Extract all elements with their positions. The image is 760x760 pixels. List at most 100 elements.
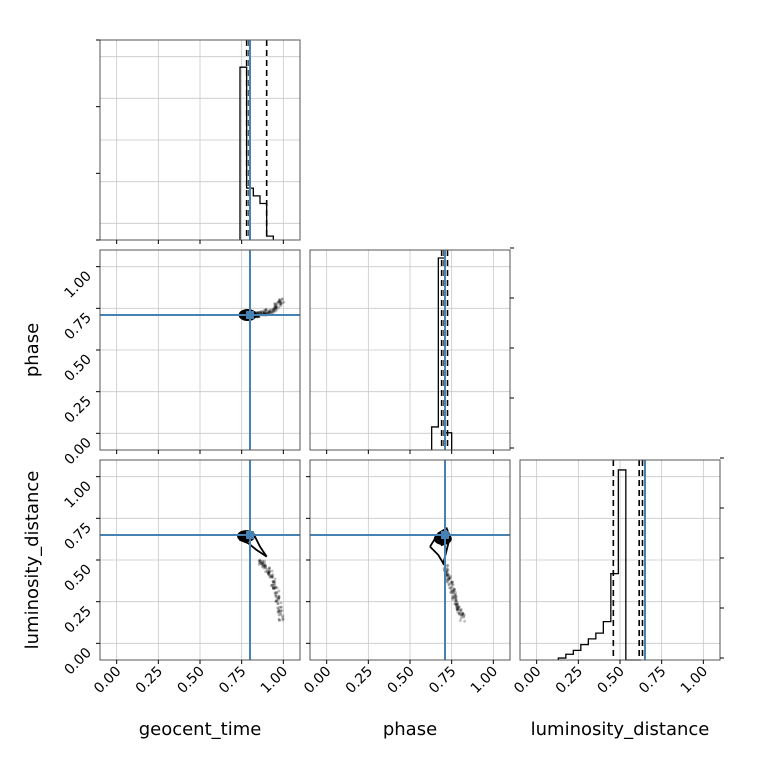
scatter-point bbox=[279, 606, 283, 609]
tick-label-x: 0.50 bbox=[384, 664, 417, 697]
scatter-point bbox=[271, 575, 275, 579]
scatter-point bbox=[267, 571, 271, 575]
scatter-point bbox=[270, 311, 274, 315]
scatter-point bbox=[452, 587, 456, 591]
tick-label-x: 0.25 bbox=[553, 664, 586, 697]
scatter-point bbox=[270, 575, 274, 579]
scatter-point bbox=[258, 560, 262, 564]
scatter-point bbox=[262, 311, 266, 314]
scatter-point bbox=[268, 567, 271, 571]
scatter-point bbox=[268, 310, 272, 313]
scatter-point bbox=[450, 583, 454, 586]
scatter-point bbox=[262, 564, 266, 568]
scatter-point bbox=[258, 561, 261, 565]
scatter-point bbox=[276, 602, 280, 605]
scatter-point bbox=[265, 308, 268, 312]
scatter-point bbox=[279, 302, 282, 306]
tick-label-x: 0.25 bbox=[343, 664, 376, 697]
scatter-point bbox=[456, 608, 460, 611]
scatter-point bbox=[268, 570, 271, 574]
scatter-point bbox=[277, 589, 281, 593]
scatter-point bbox=[273, 586, 277, 590]
scatter-point bbox=[454, 597, 457, 600]
scatter-point bbox=[280, 298, 284, 301]
scatter-point bbox=[273, 592, 277, 595]
tick-label-x: 0.00 bbox=[511, 664, 544, 697]
scatter-point bbox=[277, 596, 281, 600]
scatter-point bbox=[273, 302, 277, 306]
scatter-point bbox=[259, 561, 263, 565]
scatter-point bbox=[280, 609, 284, 612]
scatter-point bbox=[259, 559, 263, 563]
scatter-point bbox=[277, 596, 281, 600]
scatter-point bbox=[445, 569, 449, 572]
y-axis-label-luminosity_distance: luminosity_distance bbox=[22, 471, 43, 650]
scatter-point bbox=[447, 582, 451, 586]
scatter-point bbox=[447, 577, 451, 581]
scatter-point bbox=[261, 310, 265, 314]
scatter-point bbox=[274, 594, 278, 598]
scatter-point bbox=[275, 590, 279, 594]
scatter-point bbox=[273, 577, 277, 581]
scatter-point bbox=[267, 309, 271, 313]
scatter-point bbox=[258, 558, 262, 562]
scatter-point bbox=[273, 307, 277, 311]
scatter-point bbox=[268, 569, 271, 573]
scatter-point bbox=[264, 565, 267, 568]
scatter-point bbox=[259, 311, 263, 315]
scatter-point bbox=[447, 578, 451, 581]
scatter-point bbox=[278, 618, 282, 622]
scatter-point bbox=[269, 309, 273, 313]
scatter-point bbox=[459, 616, 463, 620]
scatter-point bbox=[271, 585, 275, 589]
scatter-point bbox=[268, 573, 272, 577]
scatter-point bbox=[259, 561, 263, 565]
scatter-point bbox=[451, 594, 455, 598]
scatter-point bbox=[271, 580, 275, 583]
scatter-point bbox=[456, 611, 460, 614]
scatter-point bbox=[461, 611, 465, 615]
scatter-point bbox=[458, 611, 461, 615]
scatter-point bbox=[450, 581, 454, 585]
scatter-point bbox=[445, 570, 449, 574]
scatter-point bbox=[274, 585, 278, 589]
scatter-point bbox=[264, 308, 268, 311]
scatter-point bbox=[450, 580, 453, 584]
scatter-point bbox=[279, 302, 283, 306]
scatter-point bbox=[277, 594, 281, 598]
scatter-point bbox=[279, 300, 283, 304]
scatter-point bbox=[262, 564, 266, 568]
scatter-point bbox=[451, 580, 454, 584]
scatter-point bbox=[265, 309, 269, 313]
scatter-point bbox=[265, 569, 269, 573]
scatter-point bbox=[454, 602, 458, 606]
scatter-point bbox=[457, 605, 461, 609]
scatter-point bbox=[274, 600, 278, 604]
scatter-point bbox=[454, 594, 458, 598]
scatter-point bbox=[267, 310, 271, 314]
scatter-panel-geocent_time-vs-phase: 0.00 0.25 0.50 0.75 1.00 bbox=[61, 249, 301, 468]
tick-label-x: 0.25 bbox=[133, 664, 166, 697]
scatter-point bbox=[262, 563, 266, 567]
scatter-point bbox=[273, 582, 277, 586]
scatter-point bbox=[272, 581, 275, 585]
scatter-point bbox=[460, 613, 463, 617]
scatter-point bbox=[274, 303, 278, 306]
scatter-point bbox=[272, 580, 276, 584]
scatter-point bbox=[450, 585, 454, 589]
tick-label-x: 0.00 bbox=[301, 664, 334, 697]
scatter-point bbox=[272, 306, 276, 309]
scatter-point bbox=[275, 591, 279, 595]
scatter-panel-geocent_time-vs-luminosity_distance: 0.00 0.25 0.50 0.75 1.000.000.250.500.751.00 bbox=[61, 459, 301, 697]
scatter-point bbox=[446, 573, 450, 577]
x-axis-label-luminosity_distance: luminosity_distance bbox=[531, 719, 710, 740]
scatter-point bbox=[456, 603, 459, 607]
scatter-point bbox=[264, 566, 268, 570]
scatter-point bbox=[281, 297, 284, 301]
scatter-point bbox=[274, 309, 278, 313]
scatter-point bbox=[275, 305, 279, 309]
scatter-point bbox=[260, 309, 264, 313]
scatter-point bbox=[445, 578, 449, 582]
hist-step bbox=[431, 257, 453, 450]
